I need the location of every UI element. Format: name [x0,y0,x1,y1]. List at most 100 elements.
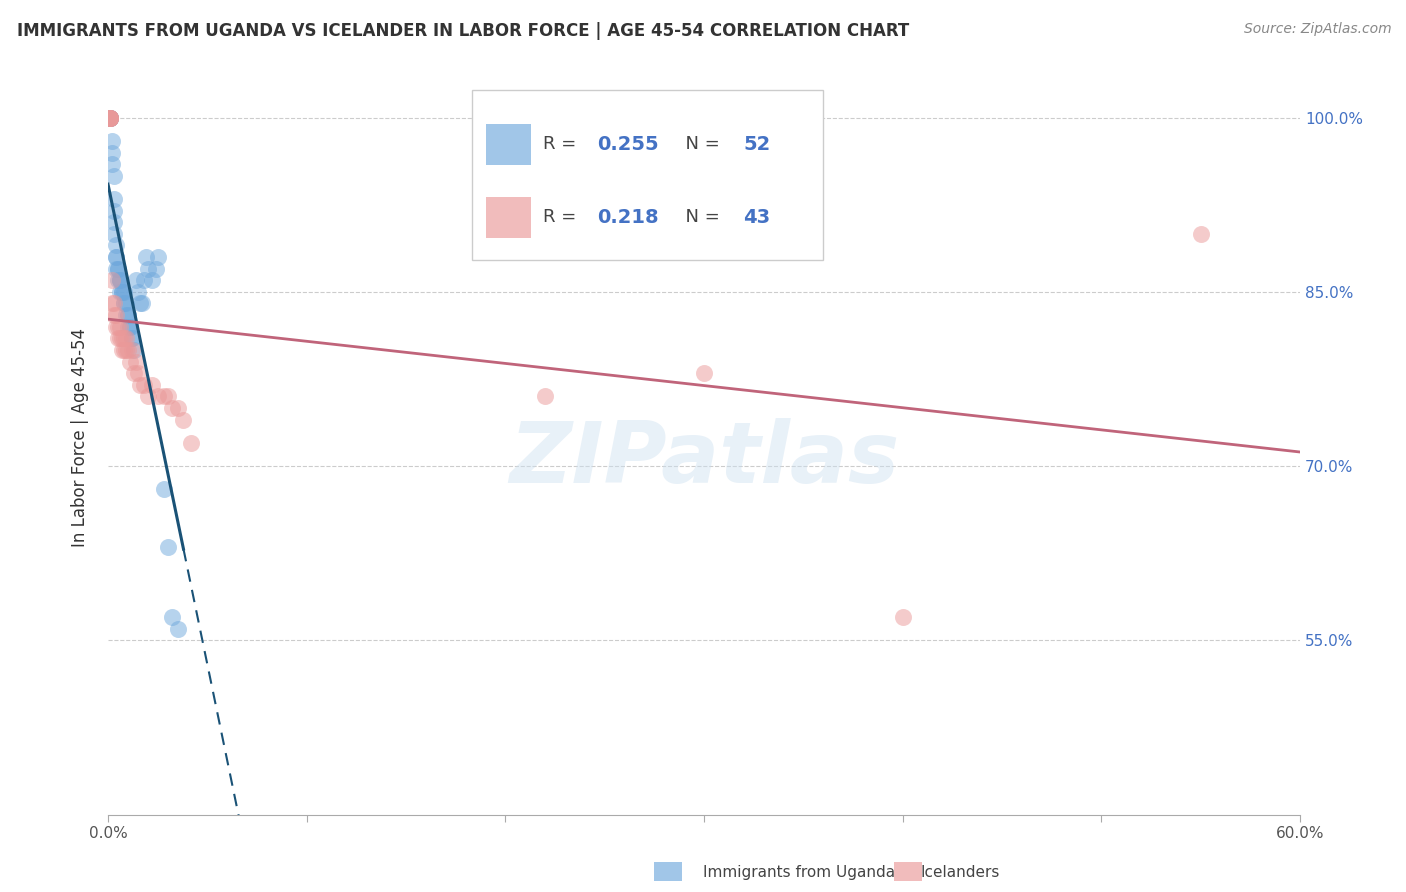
Point [122,343,145,357]
Point [160,610,183,624]
Text: Icelanders: Icelanders [921,865,1000,880]
Point [104,308,127,322]
Point [108,331,131,345]
Text: R =: R = [543,208,582,227]
Point [108,285,131,299]
Point [107,273,129,287]
Point [104,250,127,264]
Point [121,343,143,357]
Point [166,622,188,636]
Point [112,331,135,345]
Point [101,134,124,148]
Point [98,111,121,125]
Point [534,389,557,403]
Point [107,319,129,334]
Point [152,389,174,403]
Point [101,273,124,287]
Point [111,285,134,299]
Point [136,389,159,403]
Point [146,389,169,403]
Point [118,319,141,334]
Point [125,273,148,287]
Text: Source: ZipAtlas.com: Source: ZipAtlas.com [1244,22,1392,37]
Point [166,401,188,415]
Point [111,343,134,357]
Point [104,250,127,264]
Text: Immigrants from Uganda: Immigrants from Uganda [703,865,896,880]
Point [128,296,150,310]
Point [111,285,134,299]
Text: 52: 52 [744,135,770,153]
Point [128,377,150,392]
Point [112,296,135,310]
Point [108,273,131,287]
Text: 0.218: 0.218 [596,208,658,227]
Text: N =: N = [675,208,725,227]
Point [98,111,121,125]
Bar [486,124,531,165]
Point [117,343,139,357]
Text: 43: 43 [744,208,770,227]
Point [115,308,138,322]
Point [108,273,131,287]
Point [103,227,125,241]
Point [98,111,121,125]
Y-axis label: In Labor Force | Age 45-54: In Labor Force | Age 45-54 [72,327,89,547]
Point [108,319,131,334]
Point [111,331,134,345]
Point [115,296,138,310]
Point [104,261,127,276]
Point [98,111,121,125]
Point [101,157,124,171]
Point [107,261,129,276]
Point [98,111,121,125]
Point [98,111,121,125]
Text: ZIPatlas: ZIPatlas [509,418,898,501]
FancyBboxPatch shape [471,90,823,260]
Point [125,354,148,368]
Point [127,285,149,299]
Point [118,354,141,368]
Point [145,261,167,276]
Point [152,483,174,497]
Point [103,308,125,322]
Point [156,389,179,403]
Point [122,366,145,380]
Point [173,412,195,426]
Point [156,541,179,555]
Text: R =: R = [543,136,582,153]
Point [104,238,127,252]
Point [117,308,139,322]
Point [98,111,121,125]
Point [121,331,143,345]
Point [141,377,163,392]
Point [103,169,125,183]
Point [1189,227,1212,241]
Point [107,331,129,345]
Point [104,319,127,334]
Point [693,366,716,380]
Point [103,296,125,310]
Point [103,192,125,206]
Point [132,377,155,392]
Point [112,296,135,310]
Point [136,261,159,276]
Point [135,250,157,264]
Point [101,145,124,160]
Point [127,366,149,380]
Bar [486,197,531,238]
Text: IMMIGRANTS FROM UGANDA VS ICELANDER IN LABOR FORCE | AGE 45-54 CORRELATION CHART: IMMIGRANTS FROM UGANDA VS ICELANDER IN L… [17,22,910,40]
Point [98,111,121,125]
Point [103,215,125,229]
Point [117,308,139,322]
Point [132,273,155,287]
Point [146,250,169,264]
Point [115,331,138,345]
Point [101,296,124,310]
Point [107,261,129,276]
Point [108,273,131,287]
Point [180,435,202,450]
Point [160,401,183,415]
Point [118,319,141,334]
Text: N =: N = [675,136,725,153]
